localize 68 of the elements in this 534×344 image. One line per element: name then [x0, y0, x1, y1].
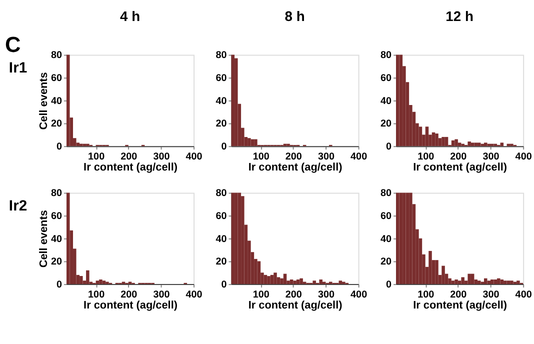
chart-title: 12 h — [446, 8, 474, 24]
text: C — [4, 32, 21, 57]
x-tick-label: 300 — [318, 151, 335, 162]
x-axis-title: Ir content (ag/cell) — [248, 299, 343, 312]
y-tick-label: 0 — [221, 280, 228, 291]
x-tick-label: 300 — [482, 151, 500, 162]
x-tick-label: 200 — [285, 151, 302, 162]
text: Ir2 — [8, 198, 28, 215]
x-axis-title: Ir content (ag/cell) — [413, 299, 508, 312]
y-tick-label: 40 — [51, 234, 63, 245]
y-tick-label: 40 — [216, 234, 228, 245]
y-tick-label: 20 — [216, 256, 228, 268]
y-tick-label: 60 — [51, 211, 63, 222]
x-axis-title: Ir content (ag/cell) — [84, 299, 178, 312]
x-tick-label: 100 — [88, 289, 106, 300]
y-tick-label: 0 — [56, 142, 63, 153]
y-tick-label: 20 — [51, 256, 63, 268]
x-axis-title: Ir content (ag/cell) — [248, 161, 343, 174]
y-tick-label: 20 — [380, 118, 392, 130]
y-tick-label: 80 — [51, 50, 63, 62]
x-tick-label: 200 — [120, 289, 138, 300]
chart-title: 4 h — [120, 8, 140, 24]
y-tick-label: 20 — [380, 256, 392, 268]
x-axis-title: Ir content (ag/cell) — [84, 161, 178, 174]
x-tick-label: 300 — [318, 289, 335, 300]
y-tick-label: 0 — [221, 142, 228, 153]
y-tick-label: 0 — [386, 142, 392, 153]
y-tick-label: 80 — [380, 50, 392, 62]
y-tick-label: 40 — [51, 96, 63, 107]
x-tick-label: 400 — [515, 289, 532, 300]
y-tick-label: 80 — [216, 188, 228, 200]
y-tick-label: 0 — [56, 280, 63, 291]
y-tick-label: 20 — [51, 118, 63, 130]
y-tick-label: 60 — [380, 211, 392, 222]
x-tick-label: 400 — [350, 151, 368, 162]
x-tick-label: 100 — [418, 289, 435, 300]
x-tick-label: 300 — [153, 289, 170, 300]
x-tick-label: 200 — [120, 151, 138, 162]
x-tick-label: 300 — [153, 151, 170, 162]
x-tick-label: 400 — [186, 289, 203, 300]
text: Ir1 — [8, 60, 28, 77]
y-tick-label: 80 — [216, 50, 228, 62]
x-tick-label: 100 — [88, 151, 106, 162]
y-tick-label: 60 — [51, 73, 63, 84]
chart-title: 8 h — [284, 8, 305, 24]
x-tick-label: 400 — [515, 151, 532, 162]
x-tick-label: 300 — [482, 289, 500, 300]
y-tick-label: 80 — [51, 188, 63, 200]
y-tick-label: 60 — [216, 73, 228, 84]
y-tick-label: 40 — [380, 234, 392, 245]
x-tick-label: 400 — [350, 289, 368, 300]
y-tick-label: 20 — [216, 118, 228, 130]
y-tick-label: 60 — [380, 73, 392, 84]
x-tick-label: 100 — [252, 289, 270, 300]
y-axis-title: Cell events — [38, 210, 50, 268]
x-tick-label: 100 — [252, 151, 270, 162]
x-axis-title: Ir content (ag/cell) — [413, 161, 508, 174]
x-tick-label: 400 — [186, 151, 203, 162]
x-tick-label: 100 — [418, 151, 435, 162]
x-tick-label: 200 — [450, 151, 468, 162]
y-tick-label: 40 — [216, 96, 228, 107]
y-tick-label: 60 — [216, 211, 228, 222]
y-tick-label: 40 — [380, 96, 392, 107]
x-tick-label: 200 — [450, 289, 468, 300]
y-tick-label: 80 — [380, 188, 392, 200]
y-axis-title: Cell events — [38, 72, 50, 130]
x-tick-label: 200 — [285, 289, 302, 300]
y-tick-label: 0 — [386, 280, 392, 291]
